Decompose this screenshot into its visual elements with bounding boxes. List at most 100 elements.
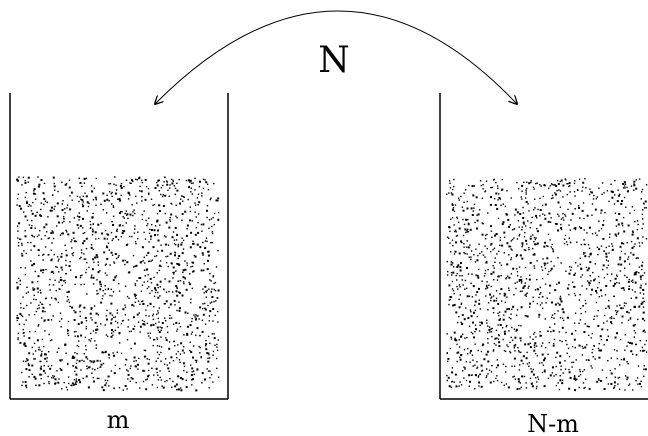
particle-dot	[55, 299, 57, 301]
particle-dot	[623, 302, 626, 304]
particle-dot	[630, 240, 633, 243]
particle-dot	[510, 240, 512, 242]
particle-dot	[70, 241, 72, 243]
particle-dot	[78, 360, 81, 363]
particle-dot	[466, 253, 468, 255]
particle-dot	[466, 295, 469, 298]
particle-dot	[613, 387, 615, 389]
particle-dot	[30, 205, 32, 207]
particle-dot	[27, 362, 30, 365]
particle-dot	[181, 213, 184, 215]
particle-dot	[627, 319, 630, 321]
particle-dot	[47, 237, 49, 240]
particle-dot	[614, 282, 616, 285]
particle-dot	[17, 317, 19, 319]
particle-dot	[592, 356, 594, 358]
particle-dot	[163, 363, 166, 365]
particle-dot	[150, 260, 152, 262]
particle-dot	[483, 358, 486, 361]
particle-dot	[528, 285, 530, 287]
particle-dot	[481, 321, 483, 323]
particle-dot	[51, 258, 53, 260]
particle-dot	[38, 384, 41, 387]
particle-dot	[22, 360, 25, 362]
particle-dot	[28, 352, 31, 355]
particle-dot	[158, 179, 160, 181]
particle-dot	[496, 185, 499, 187]
particle-dot	[529, 237, 532, 240]
particle-dot	[631, 246, 634, 249]
particle-dot	[153, 229, 156, 232]
particle-dot	[155, 255, 158, 257]
particle-dot	[611, 322, 613, 325]
particle-dot	[518, 369, 521, 371]
particle-dot	[179, 361, 181, 364]
particle-dot	[542, 195, 544, 198]
particle-dot	[560, 228, 563, 231]
particle-dot	[539, 224, 542, 227]
particle-dot	[456, 272, 458, 275]
particle-dot	[458, 298, 460, 300]
particle-dot	[582, 202, 585, 204]
particle-dot	[525, 295, 527, 297]
particle-dot	[125, 210, 128, 212]
particle-dot	[495, 329, 498, 332]
particle-dot	[558, 215, 560, 217]
particle-dot	[215, 266, 218, 268]
particle-dot	[203, 269, 205, 271]
particle-dot	[473, 336, 475, 339]
particle-dot	[174, 304, 176, 306]
particle-dot	[536, 260, 538, 262]
particle-dot	[553, 338, 556, 341]
particle-dot	[112, 334, 114, 336]
particle-dot	[597, 253, 599, 256]
particle-dot	[519, 290, 522, 293]
particle-dot	[446, 352, 448, 355]
particle-dot	[34, 330, 37, 333]
particle-dot	[147, 369, 150, 372]
particle-dot	[584, 311, 587, 313]
particle-dot	[31, 212, 34, 215]
particle-dot	[42, 269, 45, 272]
particle-dot	[172, 231, 175, 233]
particle-dot	[176, 389, 178, 391]
particle-dot	[34, 377, 37, 380]
particle-dot	[550, 183, 553, 185]
particle-dot	[548, 187, 550, 189]
particle-dot	[631, 342, 633, 345]
particle-dot	[472, 359, 474, 361]
particle-dot	[559, 299, 562, 301]
particle-dot	[117, 322, 119, 324]
particle-dot	[97, 367, 99, 370]
particle-dot	[67, 329, 70, 332]
particle-dot	[116, 228, 118, 230]
particle-dot	[209, 377, 211, 379]
particle-dot	[500, 300, 503, 302]
particle-dot	[590, 337, 592, 339]
particle-dot	[132, 214, 134, 217]
particle-dot	[96, 279, 98, 281]
particle-dot	[517, 275, 519, 277]
particle-dot	[616, 200, 619, 203]
particle-dot	[596, 234, 598, 236]
particle-dot	[472, 210, 474, 212]
particle-dot	[559, 375, 561, 377]
particle-dot	[596, 246, 599, 248]
particle-dot	[565, 331, 567, 334]
particle-dot	[571, 366, 573, 368]
particle-dot	[82, 227, 84, 229]
particle-dot	[490, 250, 492, 253]
particle-dot	[95, 238, 97, 240]
particle-dot	[192, 182, 194, 184]
particle-dot	[138, 357, 140, 360]
particle-dot	[40, 269, 42, 272]
particle-dot	[522, 206, 524, 209]
particle-dot	[64, 344, 67, 346]
particle-dot	[620, 202, 623, 205]
particle-dot	[143, 231, 145, 234]
particle-dot	[39, 367, 42, 370]
particle-dot	[122, 389, 124, 391]
particle-dot	[497, 275, 500, 278]
particle-dot	[564, 368, 567, 370]
particle-dot	[636, 220, 639, 222]
